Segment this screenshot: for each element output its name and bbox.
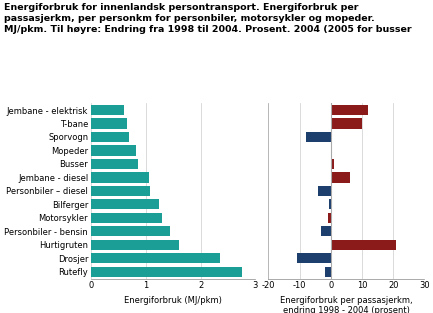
Bar: [325, 267, 331, 277]
Bar: [91, 240, 179, 250]
Bar: [91, 226, 171, 236]
Bar: [331, 146, 333, 156]
Bar: [91, 118, 126, 129]
Bar: [328, 213, 331, 223]
Bar: [91, 186, 150, 196]
Bar: [331, 118, 362, 129]
Bar: [91, 253, 220, 264]
Bar: [91, 213, 162, 223]
Bar: [331, 172, 349, 182]
Bar: [331, 105, 368, 115]
Bar: [91, 267, 242, 277]
Bar: [318, 186, 331, 196]
Bar: [331, 159, 334, 169]
Bar: [91, 146, 136, 156]
X-axis label: Energiforbruk per passasjerkm,
endring 1998 - 2004 (prosent): Energiforbruk per passasjerkm, endring 1…: [280, 296, 413, 313]
Bar: [306, 132, 331, 142]
Bar: [91, 172, 149, 182]
Text: Energiforbruk for innenlandsk persontransport. Energiforbruk per
passasjerkm, pe: Energiforbruk for innenlandsk persontran…: [4, 3, 412, 34]
Bar: [91, 199, 159, 209]
X-axis label: Energiforbruk (MJ/pkm): Energiforbruk (MJ/pkm): [124, 296, 222, 305]
Bar: [91, 105, 124, 115]
Bar: [321, 226, 331, 236]
Bar: [297, 253, 331, 264]
Bar: [331, 240, 396, 250]
Bar: [91, 159, 138, 169]
Bar: [91, 132, 129, 142]
Bar: [329, 199, 331, 209]
